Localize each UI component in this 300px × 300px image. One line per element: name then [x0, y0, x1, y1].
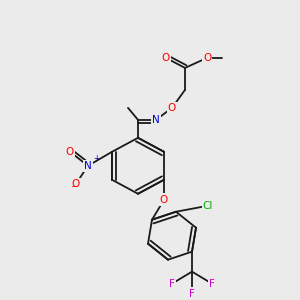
Text: F: F	[209, 279, 215, 289]
Text: F: F	[169, 279, 175, 289]
Text: O: O	[72, 179, 80, 189]
Text: N: N	[84, 161, 92, 171]
Text: +: +	[93, 154, 99, 163]
Text: O: O	[66, 147, 74, 157]
Text: O: O	[162, 53, 170, 63]
Text: O: O	[203, 53, 211, 63]
Text: N: N	[152, 115, 160, 125]
Text: Cl: Cl	[203, 201, 213, 211]
Text: O: O	[160, 195, 168, 205]
Text: −: −	[70, 181, 77, 190]
Text: F: F	[189, 289, 195, 298]
Text: O: O	[168, 103, 176, 113]
